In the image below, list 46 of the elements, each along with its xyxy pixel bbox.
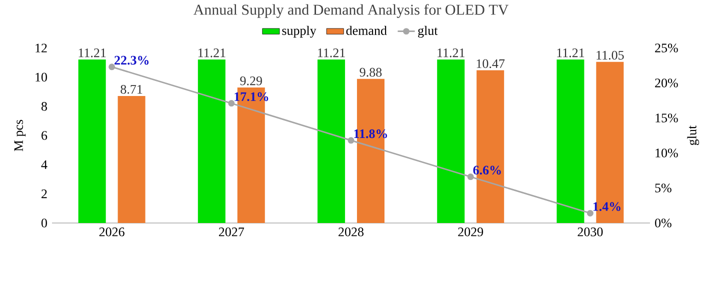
- bar: [556, 60, 584, 223]
- bar: [437, 60, 465, 223]
- x-tick-label: 2028: [338, 228, 364, 236]
- point: [108, 64, 116, 70]
- x-tick-label: 2026: [99, 228, 124, 236]
- bar: [318, 60, 346, 223]
- y2-tick-label: 20%: [655, 78, 678, 88]
- data-label: 11.21: [198, 48, 226, 58]
- y-axis-title: M pcs: [14, 120, 26, 152]
- x-tick-label: 2029: [458, 228, 484, 236]
- legend-label: demand: [346, 26, 387, 35]
- y-tick-label: 0: [41, 218, 47, 228]
- y2-tick-label: 10%: [656, 148, 678, 158]
- data-label: 11.21: [318, 48, 345, 58]
- y2-tick-label: 15%: [656, 114, 678, 122]
- point: [586, 210, 594, 216]
- y2-tick-label: 0%: [655, 218, 672, 228]
- y-tick-label: 12: [36, 44, 47, 52]
- legend-label: glut: [418, 26, 438, 38]
- y2-tick-label: 5%: [655, 184, 672, 192]
- y2-tick-label: 25%: [655, 44, 678, 52]
- y-tick-label: 10: [36, 72, 47, 82]
- data-label: 9.88: [360, 68, 382, 77]
- y-tick-label: 2: [42, 190, 47, 198]
- data-label: 11.21: [78, 48, 106, 58]
- chart-title: Annual Supply and Demand Analysis for OLED TV: [193, 4, 509, 18]
- x-tick-label: 2030: [578, 228, 603, 236]
- data-label: 11.05: [596, 50, 624, 60]
- x-tick-label: 2027: [218, 228, 244, 236]
- y-tick-label: 4: [41, 160, 48, 169]
- data-label: 11.21: [557, 48, 584, 58]
- data-label: 10.47: [476, 59, 505, 68]
- data-label: 9.29: [240, 76, 262, 86]
- y2-axis-title: glut: [687, 125, 700, 146]
- data-label: 11.21: [438, 48, 464, 58]
- data-label: 22.3%: [114, 56, 149, 65]
- legend-label: supply: [282, 26, 316, 38]
- bar: [78, 60, 106, 223]
- data-label: 8.71: [120, 84, 142, 94]
- y-tick-label: 8: [41, 102, 47, 111]
- bar: [118, 96, 146, 223]
- point: [467, 174, 474, 180]
- point: [228, 100, 235, 107]
- bar: [198, 60, 226, 223]
- point: [348, 137, 354, 144]
- y-tick-label: 6: [42, 131, 48, 140]
